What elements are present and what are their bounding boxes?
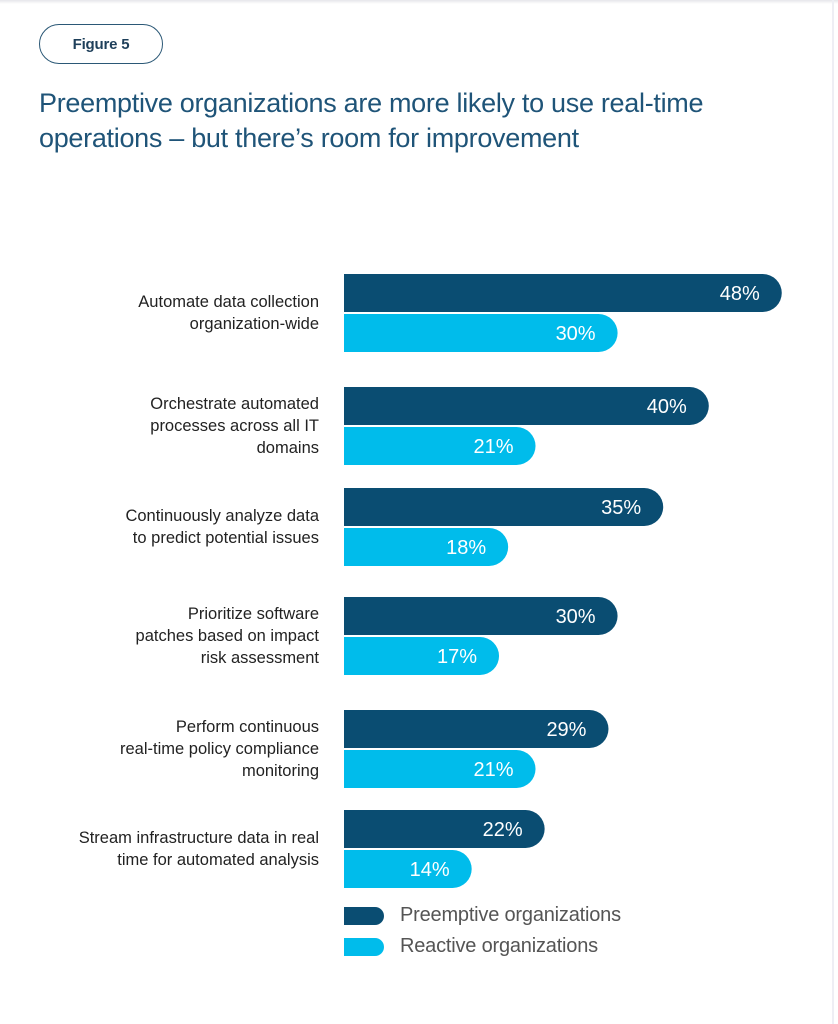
data-label-reactive: 21% <box>473 436 513 458</box>
category-label-line: risk assessment <box>200 649 319 667</box>
data-label-preemptive: 30% <box>556 606 596 628</box>
figure-label-badge: Figure 5 <box>39 24 163 64</box>
category-label-line: Perform continuous <box>175 718 319 736</box>
bar-reactive <box>344 427 536 465</box>
category-label: Stream infrastructure data in real time f… <box>0 827 319 871</box>
category-label-line: patches based on impact <box>135 627 319 645</box>
bar-reactive <box>344 314 618 352</box>
page-right-edge <box>832 0 834 1024</box>
figure-label: Figure 5 <box>72 35 130 53</box>
chart-title: Preemptive organizations are more likely… <box>39 88 704 153</box>
category-label-line: time for automated analysis <box>117 851 319 869</box>
bar-reactive <box>344 528 509 566</box>
category-label-line: domains <box>256 439 319 457</box>
data-label-reactive: 18% <box>446 537 486 559</box>
category-label: Automate data collection organization-wid… <box>0 291 319 335</box>
category-label-line: processes across all IT <box>150 417 319 435</box>
category-label-line: Prioritize software <box>187 605 319 623</box>
window-top-edge <box>0 0 838 4</box>
data-label-preemptive: 35% <box>601 497 641 519</box>
data-label-preemptive: 29% <box>546 719 586 741</box>
bar-preemptive <box>344 488 664 526</box>
data-label-reactive: 14% <box>410 859 450 881</box>
category-label: Continuously analyze data to predict pote… <box>0 505 319 549</box>
category-label-line: real-time policy compliance <box>120 740 319 758</box>
category-label-line: Stream infrastructure data in real <box>78 829 319 847</box>
bar-reactive <box>344 750 536 788</box>
bar-preemptive <box>344 710 609 748</box>
legend-label-preemptive: Preemptive organizations <box>400 904 621 926</box>
category-label-line: Automate data collection <box>138 293 319 311</box>
category-label-line: monitoring <box>241 762 319 780</box>
legend-item-reactive: Reactive organizations <box>344 931 621 962</box>
data-label-preemptive: 22% <box>483 819 523 841</box>
legend-item-preemptive: Preemptive organizations <box>344 900 621 931</box>
bar-reactive <box>344 850 472 888</box>
data-label-preemptive: 48% <box>720 283 760 305</box>
chart-legend: Preemptive organizations Reactive organi… <box>344 900 621 962</box>
category-label: Prioritize software patches based on impa… <box>0 603 319 669</box>
category-label-line: Continuously analyze data <box>125 507 319 525</box>
bar-preemptive <box>344 387 709 425</box>
bar-preemptive <box>344 274 782 312</box>
category-label: Orchestrate automated processes across al… <box>0 393 319 459</box>
data-label-reactive: 30% <box>556 323 596 345</box>
legend-swatch-reactive <box>344 937 384 956</box>
category-label-line: organization-wide <box>189 315 319 333</box>
data-label-reactive: 21% <box>473 759 513 781</box>
data-label-reactive: 17% <box>437 646 477 668</box>
category-label-line: to predict potential issues <box>132 529 319 547</box>
legend-swatch-preemptive <box>344 906 384 925</box>
category-label-line: Orchestrate automated <box>150 395 319 413</box>
bar-preemptive <box>344 810 545 848</box>
category-label: Perform continuous real-time policy compl… <box>0 716 319 782</box>
bar-reactive <box>344 637 500 675</box>
data-label-preemptive: 40% <box>647 396 687 418</box>
bar-preemptive <box>344 597 618 635</box>
legend-label-reactive: Reactive organizations <box>400 935 598 957</box>
